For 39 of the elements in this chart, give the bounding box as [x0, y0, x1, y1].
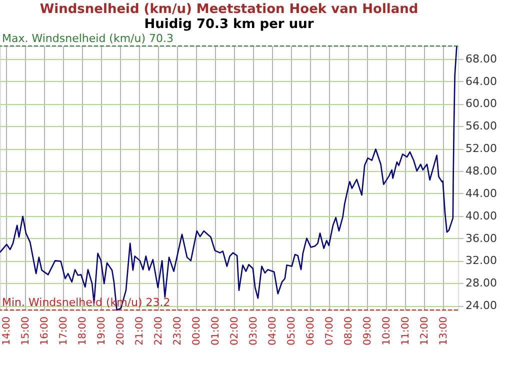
x-tick-label: 21:00 [134, 316, 146, 346]
x-tick-label: 10:00 [381, 316, 392, 346]
x-tick-label: 05:00 [286, 316, 298, 346]
x-tick-label: 01:00 [210, 316, 222, 346]
x-tick-label: 11:00 [400, 316, 412, 346]
x-tick-label: 08:00 [343, 316, 354, 346]
x-tick-label: 23:00 [172, 316, 184, 346]
ref-line-label: Max. Windsnelheid (km/u) 70.3 [2, 32, 174, 45]
x-tick-label: 19:00 [96, 316, 108, 346]
x-tick-label: 13:00 [438, 316, 450, 346]
y-tick-label: 36.00 [466, 232, 497, 245]
y-tick-label: 28.00 [466, 276, 497, 290]
x-tick-label: 22:00 [153, 316, 164, 346]
x-tick-label: 02:00 [229, 316, 240, 346]
x-tick-label: 18:00 [77, 316, 88, 346]
x-tick-label: 14:00 [2, 316, 13, 346]
y-tick-label: 56.00 [466, 120, 497, 133]
y-tick-label: 60.00 [466, 97, 497, 110]
y-tick-label: 40.00 [466, 209, 497, 222]
x-tick-label: 09:00 [362, 316, 374, 346]
x-tick-label: 16:00 [39, 316, 50, 346]
y-tick-label: 64.00 [466, 74, 497, 88]
x-tick-label: 00:00 [191, 316, 202, 346]
text: Huidig 70.3 km per uur [144, 17, 314, 32]
x-tick-label: 17:00 [58, 316, 70, 346]
x-tick-label: 20:00 [115, 316, 126, 346]
y-tick-label: 24.00 [466, 299, 497, 312]
y-tick-label: 44.00 [466, 186, 497, 200]
x-tick-label: 15:00 [20, 316, 32, 346]
x-tick-label: 03:00 [248, 316, 260, 346]
y-tick-label: 68.00 [466, 52, 497, 66]
y-tick-label: 48.00 [466, 164, 497, 178]
y-tick-label: 52.00 [466, 142, 497, 156]
x-tick-label: 07:00 [324, 316, 336, 346]
x-tick-label: 04:00 [267, 316, 278, 346]
x-tick-label: 06:00 [305, 316, 316, 346]
x-tick-label: 12:00 [419, 316, 430, 346]
chart-title: Windsnelheid (km/u) Meetstation Hoek van Holland [40, 2, 418, 17]
y-tick-label: 32.00 [466, 254, 497, 268]
